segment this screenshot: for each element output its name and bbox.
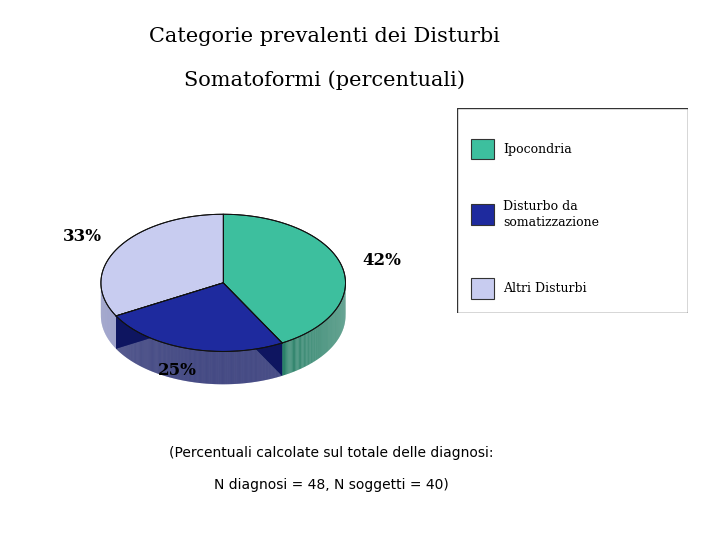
Polygon shape — [223, 283, 282, 376]
Polygon shape — [302, 335, 303, 368]
Text: N diagnosi = 48, N soggetti = 40): N diagnosi = 48, N soggetti = 40) — [214, 478, 449, 492]
Polygon shape — [297, 337, 298, 370]
Polygon shape — [304, 334, 305, 367]
Polygon shape — [284, 342, 285, 375]
Bar — [471, 205, 494, 225]
Polygon shape — [293, 339, 294, 372]
Text: 42%: 42% — [363, 252, 402, 269]
Polygon shape — [223, 283, 282, 376]
Polygon shape — [116, 283, 282, 352]
Polygon shape — [294, 339, 295, 372]
Polygon shape — [312, 329, 313, 362]
Text: Altri Disturbi: Altri Disturbi — [503, 282, 587, 295]
Polygon shape — [311, 330, 312, 363]
Polygon shape — [116, 283, 223, 349]
Polygon shape — [282, 343, 283, 376]
Polygon shape — [300, 336, 301, 369]
Polygon shape — [307, 332, 308, 366]
Polygon shape — [285, 342, 286, 375]
Text: 25%: 25% — [158, 362, 197, 379]
Text: Disturbo da
somatizzazione: Disturbo da somatizzazione — [503, 200, 599, 229]
Polygon shape — [298, 336, 300, 370]
Polygon shape — [287, 341, 288, 374]
Polygon shape — [289, 340, 290, 373]
Bar — [471, 139, 494, 159]
Polygon shape — [310, 330, 311, 364]
Text: 33%: 33% — [63, 228, 102, 245]
Polygon shape — [223, 214, 346, 343]
Polygon shape — [313, 329, 314, 362]
Text: Ipocondria: Ipocondria — [503, 143, 572, 156]
Polygon shape — [288, 341, 289, 374]
Polygon shape — [309, 332, 310, 364]
Polygon shape — [101, 214, 223, 316]
Polygon shape — [292, 339, 293, 372]
Polygon shape — [290, 340, 292, 373]
Text: (Percentuali calcolate sul totale delle diagnosi:: (Percentuali calcolate sul totale delle … — [169, 446, 493, 460]
Polygon shape — [303, 334, 304, 368]
Polygon shape — [301, 335, 302, 369]
Polygon shape — [308, 332, 309, 365]
Polygon shape — [283, 342, 284, 375]
Polygon shape — [295, 338, 296, 372]
Polygon shape — [296, 338, 297, 371]
Text: Categorie prevalenti dei Disturbi: Categorie prevalenti dei Disturbi — [148, 27, 500, 46]
Text: Somatoformi (percentuali): Somatoformi (percentuali) — [184, 70, 464, 90]
Polygon shape — [286, 341, 287, 375]
Polygon shape — [116, 283, 223, 349]
Polygon shape — [306, 333, 307, 366]
Polygon shape — [305, 334, 306, 367]
Bar — [471, 278, 494, 299]
